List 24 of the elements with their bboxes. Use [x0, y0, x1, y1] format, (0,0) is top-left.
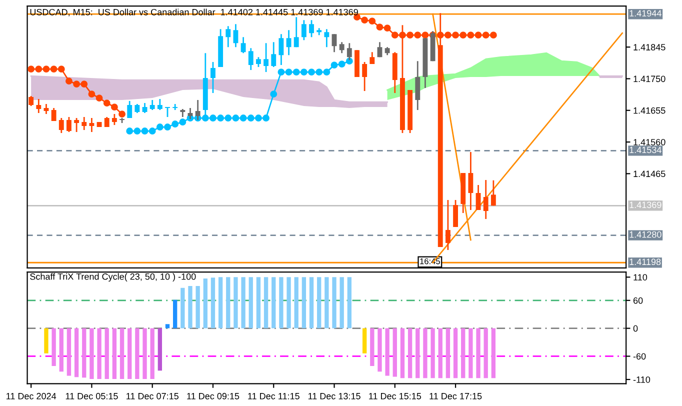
x-tick-label: 11 Dec 2024 — [6, 392, 56, 400]
y-tick-label: 1.41560 — [634, 138, 666, 146]
y-tick-label: 1.41845 — [634, 44, 666, 50]
y-tick-label: 1.41465 — [634, 170, 666, 178]
y-tick-label: 60 — [633, 297, 643, 304]
ref-line-label: 1.41198 — [630, 258, 661, 266]
ref-line-label: 1.41944 — [630, 10, 662, 17]
x-tick-label: 11 Dec 07:15 — [126, 392, 178, 400]
x-tick-label: 11 Dec 05:15 — [66, 392, 118, 400]
y-tick-label: 1.41655 — [634, 107, 666, 114]
chart-title: Schaff TriX Trend Cycle( 23, 50, 10 ) -100 — [30, 273, 196, 282]
y-tick-label: 0 — [633, 325, 638, 332]
x-tick-label: 11 Dec 15:15 — [369, 393, 422, 400]
y-tick-label: -110 — [633, 376, 650, 383]
y-tick-label: 110 — [634, 274, 648, 280]
x-tick-label: 11 Dec 11:15 — [248, 393, 300, 400]
x-tick-label: 11 Dec 17:15 — [430, 393, 482, 400]
ref-line-label: 1.41369 — [630, 202, 662, 208]
ref-line-label: 1.41280 — [630, 231, 662, 238]
y-tick-label: 1.41750 — [634, 76, 666, 82]
x-tick-label: 11 Dec 09:15 — [187, 392, 240, 400]
y-tick-label: -60 — [633, 353, 646, 360]
ref-line-label: 1.41534 — [630, 146, 662, 154]
x-tick-label: 11 Dec 13:15 — [308, 392, 360, 400]
